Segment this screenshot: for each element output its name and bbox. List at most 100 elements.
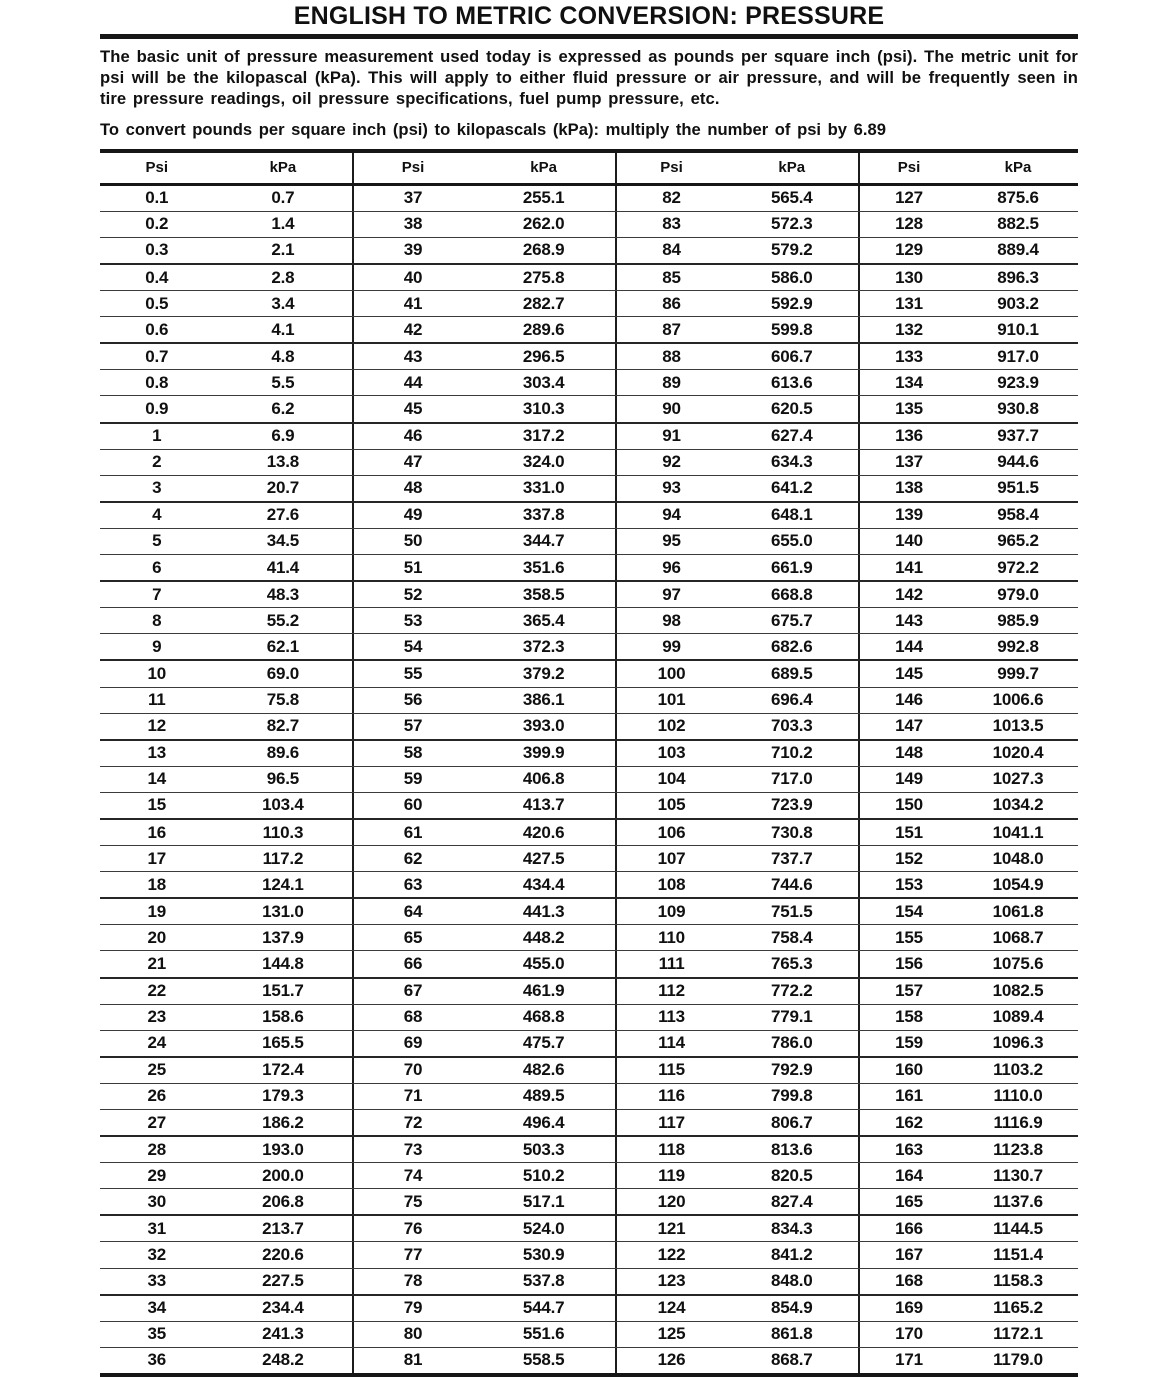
table-row: 17 117.2 62 427.5 107 737.7 152 1048.0 [100,846,1078,873]
psi-kpa-pair: 63 434.4 [352,872,615,898]
kpa-value: 530.9 [522,1245,565,1265]
psi-value: 112 [658,981,685,1001]
kpa-value: 379.2 [522,663,565,683]
psi-value: 15 [147,795,167,815]
psi-value: 139 [895,505,923,525]
kpa-value: 655.0 [770,531,813,551]
table-row: 29 200.0 74 510.2 119 820.5 164 1130.7 [100,1163,1078,1190]
psi-value: 140 [895,531,923,551]
kpa-value: 861.8 [770,1324,813,1344]
kpa-value: 2.8 [271,267,295,287]
kpa-value: 758.4 [770,927,813,947]
psi-value: 16 [147,822,167,842]
kpa-value: 1165.2 [993,1298,1043,1318]
kpa-value: 4.8 [271,346,295,366]
psi-kpa-pair: 151 1041.1 [857,819,1078,846]
page-title: ENGLISH TO METRIC CONVERSION: PRESSURE [293,2,885,30]
psi-value: 89 [662,372,681,392]
psi-value: 76 [403,1218,423,1238]
kpa-value: 1158.3 [993,1271,1043,1291]
kpa-value: 648.1 [770,505,813,525]
psi-kpa-pair: 171 1179.0 [857,1347,1078,1373]
kpa-value: 503.3 [522,1139,565,1159]
psi-value: 163 [895,1139,923,1159]
psi-kpa-pair: 122 841.2 [615,1242,858,1268]
kpa-value: 1130.7 [993,1165,1043,1185]
conversion-note: To convert pounds per square inch (psi) … [100,119,886,139]
kpa-value: 110.3 [262,822,304,842]
psi-value: 128 [895,214,923,234]
psi-value: 55 [403,663,423,683]
psi-value: 34 [147,1298,167,1318]
psi-kpa-pair: 170 1172.1 [857,1321,1078,1347]
psi-kpa-pair: 150 1034.2 [857,792,1078,818]
kpa-value: 455.0 [522,953,565,973]
kpa-value: 1013.5 [992,716,1044,736]
psi-kpa-pair: 75 517.1 [352,1189,615,1215]
kpa-value: 296.5 [522,346,565,366]
kpa-value: 668.8 [770,584,813,604]
psi-value: 143 [895,610,923,630]
table-row: 6 41.4 51 351.6 96 661.9 141 972.2 [100,555,1078,583]
psi-value: 39 [403,240,423,260]
kpa-value: 344.7 [522,531,565,551]
kpa-value: 944.6 [997,452,1039,472]
table-row: 28 193.0 73 503.3 118 813.6 163 1123.8 [100,1137,1078,1164]
psi-value: 14 [147,769,167,789]
kpa-value: 213.7 [262,1218,304,1238]
psi-kpa-pair: 160 1103.2 [857,1057,1078,1083]
psi-kpa-pair: 144 992.8 [857,634,1078,660]
kpa-value: 999.7 [997,663,1039,683]
psi-value: 130 [895,267,923,287]
kpa-value: 289.6 [522,319,565,339]
kpa-value: 158.6 [262,1007,304,1027]
psi-kpa-pair: 136 937.7 [857,423,1078,449]
kpa-value: 1151.4 [993,1245,1043,1265]
kpa-value: 1179.0 [993,1350,1043,1370]
psi-value: 135 [895,399,923,419]
psi-kpa-pair: 129 889.4 [857,237,1078,263]
kpa-value: 627.4 [770,426,813,446]
psi-value: 167 [895,1245,923,1265]
psi-kpa-pair: 124 854.9 [615,1295,858,1321]
table-row: 13 89.6 58 399.9 103 710.2 148 1020.4 [100,740,1078,767]
psi-value: 22 [147,981,167,1001]
psi-value: 42 [403,319,423,339]
kpa-value: 882.5 [997,214,1039,234]
psi-kpa-pair: 99 682.6 [615,634,858,660]
psi-kpa-pair: 12 82.7 [100,714,352,739]
kpa-value: 1103.2 [993,1060,1043,1080]
psi-kpa-pair: 162 1116.9 [857,1110,1078,1136]
psi-kpa-pair: 165 1137.6 [857,1189,1078,1215]
table-row: 18 124.1 63 434.4 108 744.6 153 1054.9 [100,872,1078,900]
psi-kpa-pair: 32 220.6 [100,1242,352,1267]
psi-value: 70 [403,1060,423,1080]
intro-paragraph: The basic unit of pressure measurement u… [100,47,1078,108]
psi-kpa-pair: 164 1130.7 [857,1163,1078,1189]
psi-kpa-pair: 21 144.8 [100,951,352,976]
kpa-value: 406.8 [522,769,565,789]
psi-value: 45 [403,399,423,419]
kpa-value: 82.7 [266,716,300,736]
psi-kpa-pair: 147 1013.5 [857,713,1078,739]
psi-kpa-pair: 49 337.8 [352,502,615,528]
psi-kpa-pair: 0.4 2.8 [100,265,352,290]
psi-value: 82 [662,188,681,208]
psi-value: 69 [403,1033,423,1053]
psi-value: 54 [403,636,423,656]
psi-kpa-pair: 86 592.9 [615,291,858,317]
table-row: 33 227.5 78 537.8 123 848.0 168 1158.3 [100,1268,1078,1296]
psi-kpa-pair: 9 62.1 [100,634,352,659]
kpa-value: 1096.3 [992,1033,1044,1053]
kpa-value: 710.2 [770,743,813,763]
psi-kpa-pair: 107 737.7 [615,846,858,872]
psi-kpa-pair: 98 675.7 [615,608,858,634]
table-row: 36 248.2 81 558.5 126 868.7 171 1179.0 [100,1347,1078,1373]
psi-value: 0.1 [145,188,169,208]
table-row: 16 110.3 61 420.6 106 730.8 151 1041.1 [100,819,1078,847]
kpa-value: 434.4 [522,874,565,894]
kpa-value: 331.0 [522,478,565,498]
psi-value: 153 [895,874,923,894]
psi-kpa-pair: 6 41.4 [100,555,352,580]
psi-value: 40 [403,267,423,287]
